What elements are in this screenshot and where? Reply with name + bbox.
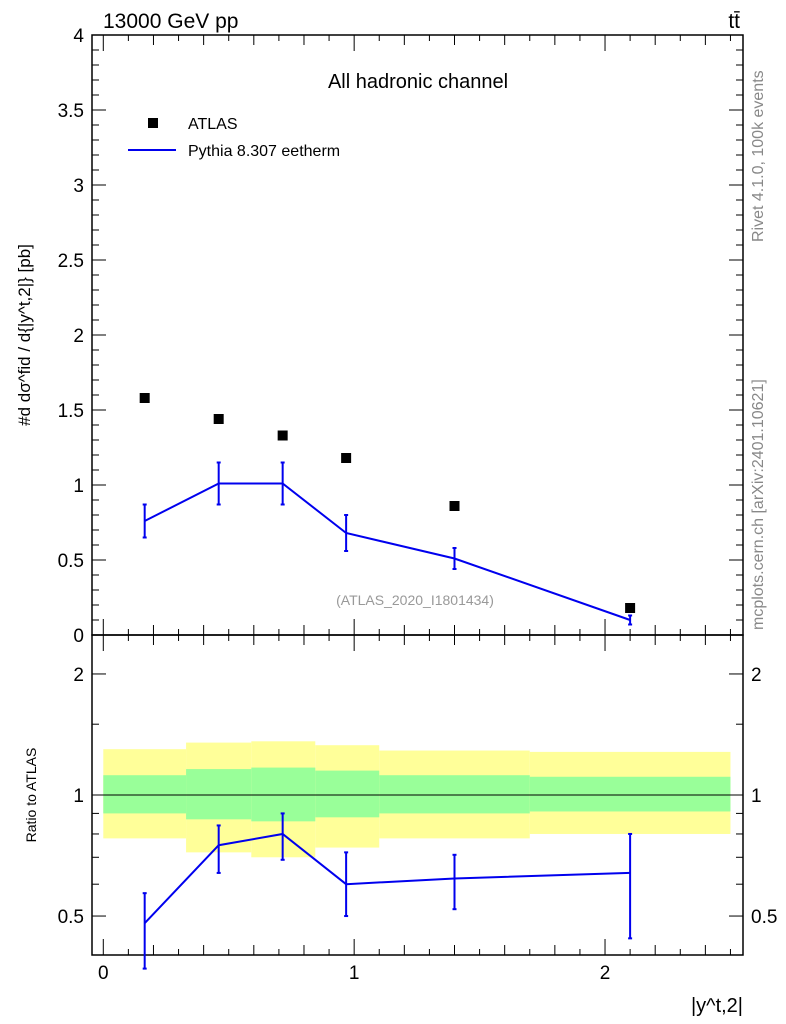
header-right: tt̄ bbox=[728, 10, 740, 33]
pythia-line bbox=[144, 482, 631, 621]
atlas-data-point bbox=[139, 393, 150, 403]
ratio-y-tick-label-right: 0.5 bbox=[751, 907, 777, 928]
legend-atlas-label: ATLAS bbox=[188, 116, 238, 133]
xlabel: |y^t,2| bbox=[691, 995, 743, 1017]
y-tick-label: 3.5 bbox=[58, 101, 84, 122]
y-tick-label: 2 bbox=[73, 326, 84, 347]
rivet-label: Rivet 4.1.0, 100k events bbox=[750, 70, 767, 242]
y-tick-label: 1.5 bbox=[58, 401, 84, 422]
atlas-data-point bbox=[277, 430, 288, 441]
band-1sigma bbox=[379, 775, 530, 814]
mcplots-label: mcplots.cern.ch [arXiv:2401.10621] bbox=[750, 379, 767, 630]
ratio-y-tick-label: 1 bbox=[73, 786, 84, 807]
y-tick-label: 1 bbox=[73, 476, 84, 497]
band-1sigma bbox=[186, 769, 252, 820]
ratio-y-tick-label: 2 bbox=[73, 665, 84, 686]
legend-pythia-label: Pythia 8.307 eetherm bbox=[188, 143, 340, 160]
header-left: 13000 GeV pp bbox=[103, 10, 238, 33]
y-tick-label: 0 bbox=[73, 626, 84, 647]
watermark: (ATLAS_2020_I1801434) bbox=[336, 592, 494, 608]
atlas-data-point bbox=[213, 414, 224, 424]
ratio-line bbox=[143, 832, 631, 924]
x-tick-label: 2 bbox=[600, 963, 611, 984]
plot-title: All hadronic channel bbox=[328, 71, 508, 93]
ratio-ylabel: Ratio to ATLAS bbox=[23, 748, 39, 843]
band-1sigma bbox=[529, 776, 731, 812]
main-ylabel: #d dσ^fid / d{|y^t,2|} [pb] bbox=[15, 244, 34, 426]
atlas-data-point bbox=[341, 453, 352, 463]
y-tick-label: 3 bbox=[73, 176, 84, 197]
y-tick-label: 0.5 bbox=[58, 551, 84, 572]
x-tick-label: 1 bbox=[349, 963, 360, 984]
band-1sigma bbox=[251, 767, 316, 822]
x-tick-label: 0 bbox=[98, 963, 109, 984]
band-1sigma bbox=[315, 770, 380, 818]
ratio-y-tick-label: 0.5 bbox=[58, 907, 84, 928]
y-tick-label: 4 bbox=[73, 26, 84, 47]
atlas-data-point bbox=[449, 501, 460, 511]
ratio-y-tick-label-right: 2 bbox=[751, 665, 762, 686]
legend-atlas-marker bbox=[148, 118, 158, 128]
atlas-data-point bbox=[625, 603, 636, 613]
band-1sigma bbox=[103, 775, 187, 814]
ratio-y-tick-label-right: 1 bbox=[751, 786, 762, 807]
y-tick-label: 2.5 bbox=[58, 251, 84, 272]
